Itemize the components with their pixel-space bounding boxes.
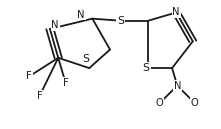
Text: N: N — [51, 20, 59, 30]
Text: F: F — [37, 91, 42, 101]
Text: F: F — [63, 78, 68, 88]
Text: N: N — [173, 81, 181, 91]
Text: N: N — [77, 10, 85, 19]
Text: O: O — [191, 98, 199, 108]
Text: S: S — [143, 63, 150, 73]
Text: S: S — [117, 16, 124, 26]
Text: O: O — [156, 98, 164, 108]
Text: S: S — [83, 54, 90, 64]
Text: N: N — [172, 7, 180, 17]
Text: F: F — [26, 71, 32, 81]
